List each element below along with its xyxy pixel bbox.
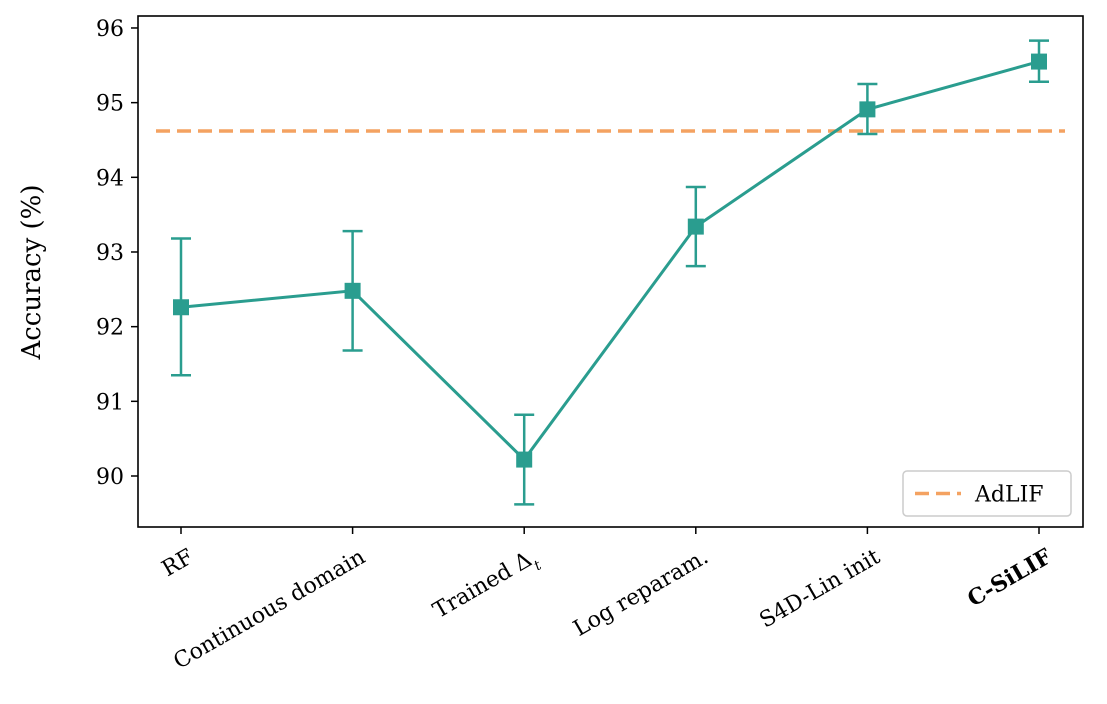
legend-box	[902, 470, 1072, 517]
y-tick-label: 96	[96, 17, 124, 42]
legend-label-adlif: AdLIF	[974, 483, 1044, 508]
series-layer	[171, 39, 1049, 506]
data-point	[687, 218, 704, 235]
data-point	[859, 101, 876, 118]
y-axis: 90 91 92 93 94 95 96	[96, 17, 138, 490]
y-tick-label: 93	[96, 241, 124, 266]
data-point	[516, 451, 533, 468]
data-point	[173, 299, 189, 316]
series-line	[180, 60, 1040, 462]
y-axis-title: Accuracy (%)	[17, 184, 47, 360]
y-tick-label: 92	[96, 316, 124, 341]
y-tick-label: 95	[96, 92, 124, 117]
data-point	[344, 282, 361, 299]
y-tick-label: 94	[96, 166, 124, 191]
legend: AdLIF	[902, 470, 1072, 517]
plot-frame	[137, 15, 1084, 528]
data-point	[1031, 53, 1047, 70]
y-tick-label: 91	[96, 390, 124, 415]
y-tick-label: 90	[96, 465, 124, 490]
